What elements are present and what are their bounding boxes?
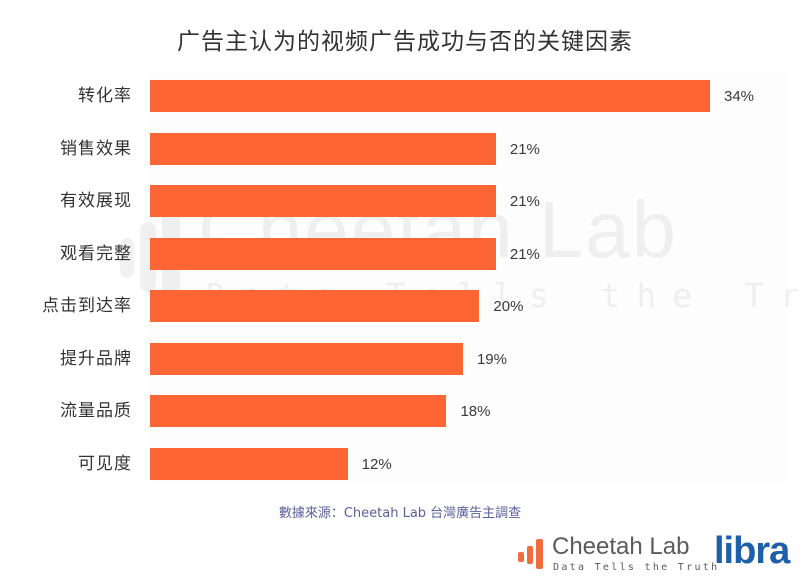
bar [150,80,710,112]
category-label: 转化率 [78,86,132,106]
bar-row: 流量品质 18% [0,395,800,427]
value-label: 20% [493,298,524,315]
category-label: 观看完整 [60,243,132,264]
bar-row: 提升品牌 19% [0,342,800,375]
libra-logo: libra [714,530,790,572]
bar-row: 有效展现 21% [0,185,800,217]
value-label: 21% [509,140,540,158]
value-label: 21% [509,193,540,210]
cheetah-lab-logo: Cheetah Lab Data Tells the Truth [516,533,720,576]
bar [150,237,496,270]
bar [150,395,447,427]
category-label: 可见度 [78,453,132,474]
category-label: 点击到达率 [42,296,132,316]
category-label: 流量品质 [60,401,132,421]
bar-row: 可见度 12% [0,447,800,480]
bar [150,185,496,217]
bar-row: 观看完整 21% [0,237,800,270]
value-label: 19% [476,350,507,368]
value-label: 21% [509,245,540,263]
bar [150,290,480,322]
bar [150,342,463,375]
value-label: 12% [361,455,392,473]
value-label: 34% [724,88,755,105]
bar-row: 点击到达率 20% [0,290,800,322]
category-label: 有效展现 [60,191,132,211]
value-label: 18% [460,403,491,420]
bar-row: 销售效果 21% [0,132,800,165]
bar [150,447,348,480]
bar-row: 转化率 34% [0,80,800,112]
category-label: 提升品牌 [60,348,132,369]
chart-title: 广告主认为的视频广告成功与否的关键因素 [177,29,633,55]
category-label: 销售效果 [60,138,132,159]
source-note: 數據來源：Cheetah Lab 台灣廣告主調查 [278,506,522,521]
cheetah-lab-name: Cheetah Lab [552,533,690,560]
cheetah-lab-tagline: Data Tells the Truth [553,562,720,573]
bar [150,132,496,165]
